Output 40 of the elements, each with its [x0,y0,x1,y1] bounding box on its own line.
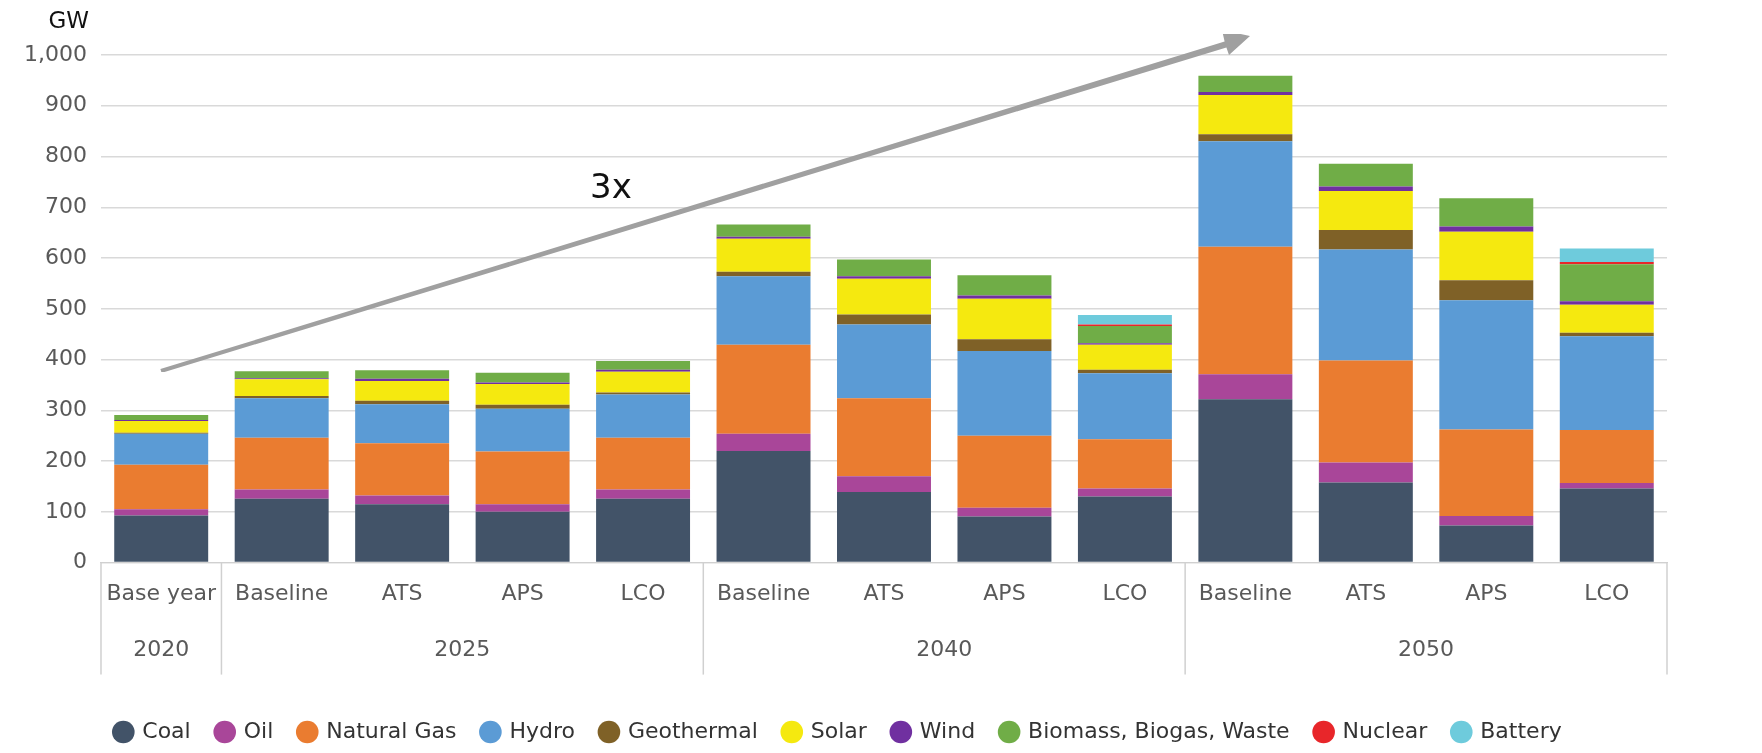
y-tick-label: 0 [72,548,87,574]
y-tick-label: 200 [44,446,87,472]
x-tick-label: LCO [1584,579,1630,605]
x-tick-label: ATS [1345,579,1387,605]
x-tick-label: APS [501,579,544,605]
text: 2050 [1398,636,1455,662]
y-tick-label: 500 [44,294,87,320]
y-tick-label: 900 [44,91,87,117]
legend-label: Nuclear [1342,717,1429,743]
text: 2040 [916,636,973,662]
x-tick-label: ATS [863,579,905,605]
y-tick-label: 700 [44,193,87,218]
legend-label: Wind [919,717,976,743]
legend-label: Hydro [509,717,575,743]
x-tick-label: LCO [1102,579,1148,605]
x-tick-label: ATS [381,579,423,605]
legend-label: Oil [243,717,274,743]
text: 2025 [434,636,491,662]
y-tick-label: 300 [44,396,87,422]
annotation: 3x [590,166,632,206]
y-axis-title: GW [48,6,89,33]
legend-label: Geothermal [627,717,758,743]
y-tick-label: 1,000 [24,40,87,66]
legend-label: Solar [810,717,868,743]
legend-label: Natural Gas [326,717,457,743]
y-tick-label: 100 [44,497,87,523]
x-tick-label: Base year [106,579,217,605]
text: 2020 [133,636,190,662]
legend-label: Coal [142,717,191,743]
legend-label: Battery [1480,717,1562,743]
x-tick-label: APS [1465,579,1508,605]
x-tick-label: APS [983,579,1026,605]
y-tick-label: 600 [44,243,87,269]
x-tick-label: LCO [620,579,666,605]
x-tick-label: Baseline [716,579,811,605]
x-tick-label: Baseline [235,579,329,605]
y-tick-label: 800 [44,142,87,168]
y-tick-label: 400 [44,345,87,371]
x-tick-label: Baseline [1198,579,1293,605]
legend-label: Biomass, Biogas, Waste [1028,717,1290,743]
